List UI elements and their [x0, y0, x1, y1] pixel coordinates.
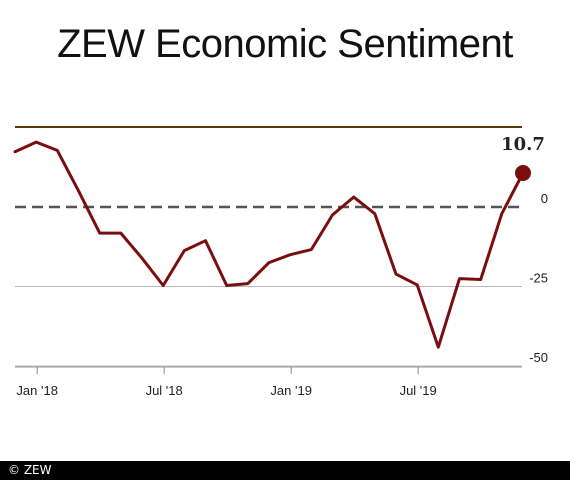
sentiment-series-line	[13, 140, 525, 349]
x-tick-label: Jul '18	[146, 383, 183, 398]
y-tick-label: 0	[541, 191, 548, 206]
x-tick-label: Jan '19	[270, 383, 312, 398]
copyright-footer: © ZEW	[0, 461, 570, 480]
chart-title: ZEW Economic Sentiment	[57, 22, 513, 66]
series-layer	[13, 140, 531, 349]
y-tick-label: -50	[529, 350, 548, 365]
gridlines	[15, 126, 522, 367]
annotations: 10.7	[501, 134, 545, 155]
y-tick-label: -25	[529, 271, 548, 286]
line-chart: Jan '18 Jul '18 Jan '19 Jul '19 0 -25 -50 10.…	[13, 126, 548, 398]
x-tick-label: Jul '19	[400, 383, 437, 398]
x-axis: Jan '18 Jul '18 Jan '19 Jul '19	[15, 366, 522, 398]
x-tick-label: Jan '18	[16, 383, 58, 398]
last-value-label: 10.7	[501, 134, 545, 155]
last-value-marker	[515, 164, 531, 181]
y-axis-labels: 0 -25 -50	[529, 191, 548, 365]
